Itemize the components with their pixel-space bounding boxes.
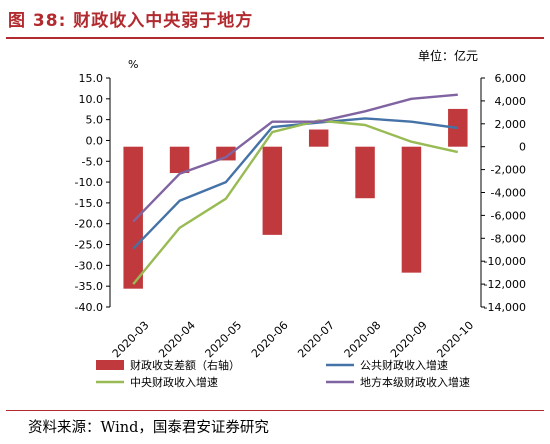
chart-title: 图 38: 财政收入中央弱于地方: [8, 11, 254, 31]
left-axis-tick-label: 15.0: [79, 72, 104, 85]
right-axis-tick-label: -8,000: [491, 232, 526, 245]
chart: 15.0 10.0 5.0 0.0 -5.0 -10.0 -15.0 -20.0 -25.0 -3…: [75, 48, 527, 389]
source-divider: [6, 410, 544, 411]
left-axis-tick-label: -40.0: [75, 301, 103, 314]
right-axis-label: 单位：亿元: [418, 48, 478, 63]
right-axis-tick-label: -6,000: [491, 209, 526, 222]
x-tick-label: 2020-07: [295, 319, 337, 361]
x-tick-label: 2020-06: [249, 319, 291, 361]
right-axis-tick-label: 6,000: [495, 72, 527, 85]
title-divider: [6, 37, 544, 39]
left-axis-tick-label: -25.0: [75, 239, 103, 252]
x-tick-label: 2020-04: [156, 319, 198, 361]
left-axis-tick-label: -5.0: [82, 155, 103, 168]
right-axis-tick-label: -14,000: [484, 301, 526, 314]
x-tick-label: 2020-05: [203, 319, 245, 361]
legend-label: 地方本级财政收入增速: [360, 375, 470, 389]
x-tick-label: 2020-08: [342, 319, 384, 361]
bar-2020-08: [355, 146, 375, 199]
series-line-1: [132, 117, 458, 250]
right-axis-tick-label: -4,000: [491, 187, 526, 200]
right-axis-tick-label: -10,000: [484, 255, 526, 268]
left-axis-tick-label: -20.0: [75, 218, 103, 231]
legend-swatch-bar: [96, 360, 124, 370]
x-tick-label: 2020-10: [434, 319, 476, 361]
left-axis-tick-label: 10.0: [79, 93, 104, 106]
left-axis-tick-label: -35.0: [75, 280, 103, 293]
x-tick-label: 2020-03: [110, 319, 152, 361]
legend-label: 公共财政收入增速: [360, 358, 448, 372]
legend-label: 财政收支差额（右轴）: [130, 358, 240, 372]
right-axis-tick-label: 0: [519, 141, 526, 154]
left-axis-tick-label: -10.0: [75, 176, 103, 189]
bar-2020-04: [169, 146, 190, 174]
left-axis-tick-label: -30.0: [75, 259, 103, 272]
legend-label: 中央财政收入增速: [130, 375, 218, 389]
right-axis-tick-label: 2,000: [495, 118, 527, 131]
bar-2020-07: [308, 129, 329, 147]
series-line-2: [132, 119, 459, 285]
x-tick-label: 2020-09: [388, 319, 430, 361]
series-line-3: [132, 93, 458, 223]
right-axis-tick-label: -2,000: [491, 164, 526, 177]
left-axis-tick-label: 5.0: [86, 114, 104, 127]
bar-2020-05: [216, 146, 236, 161]
bar-2020-09: [401, 146, 422, 273]
left-axis-label: %: [128, 58, 138, 71]
title-bar: 图 38: 财政收入中央弱于地方: [0, 0, 550, 39]
source-note: 资料来源：Wind，国泰君安证券研究: [28, 420, 269, 436]
left-axis-tick-label: -15.0: [75, 197, 103, 210]
left-axis-tick-label: 0.0: [86, 134, 104, 147]
right-axis-tick-label: 4,000: [495, 95, 527, 108]
right-axis-tick-label: -12,000: [484, 278, 526, 291]
bar-2020-03: [123, 146, 143, 289]
bar-2020-06: [262, 146, 283, 235]
